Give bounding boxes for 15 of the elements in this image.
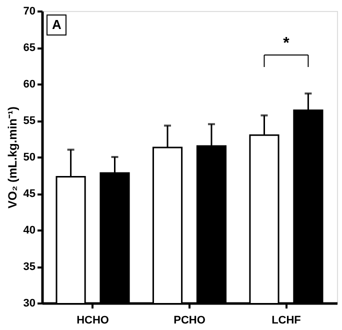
x-tick-label: PCHO [174,314,206,326]
y-axis-title: VO₂ (mL.kg.min⁻¹) [5,106,20,208]
annotation: * [283,35,290,52]
x-tick-label: HCHO [76,314,110,326]
y-tick-label: 40 [23,224,36,236]
y-tick-label: 60 [23,78,36,90]
y-tick-label: 70 [23,6,36,18]
y-tick-label: 65 [23,42,36,54]
y-tick-label: 30 [23,298,36,310]
y-tick-label: 45 [23,188,36,200]
annotation: A [52,17,62,32]
x-tick-label: LCHF [272,314,302,326]
y-tick-label: 55 [23,115,36,127]
y-tick-label: 50 [23,152,36,164]
y-tick-label: 35 [23,261,36,273]
